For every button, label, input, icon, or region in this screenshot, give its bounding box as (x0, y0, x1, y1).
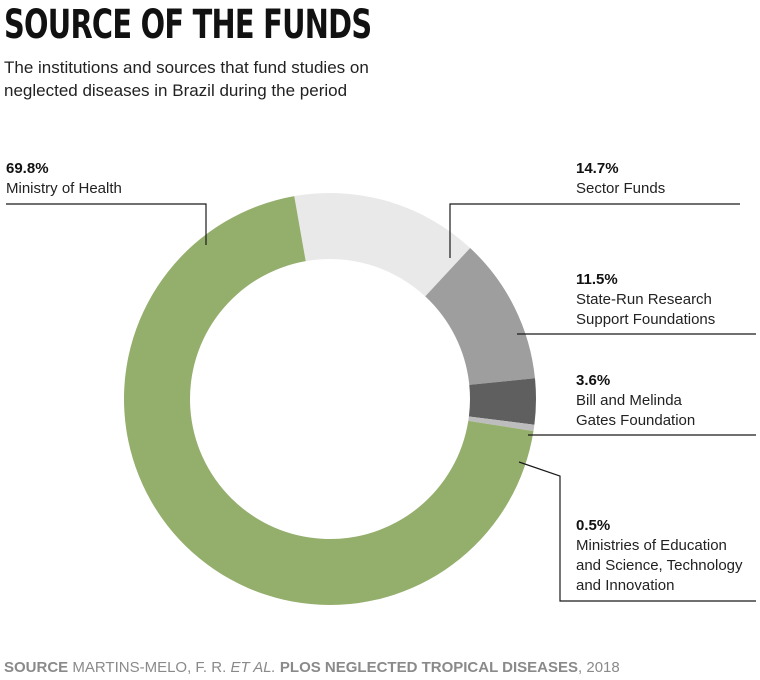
source-authors: MARTINS-MELO, F. R. (72, 659, 227, 676)
slice-state-run-research-support-foundations (425, 248, 535, 385)
leader-line-ministries-of-education-and-science-technology-and-innovation (518, 461, 756, 602)
slice-label-ministries-of-education-and-science-technology-and-innovation: Ministries of Education (576, 537, 727, 554)
slice-label-bill-and-melinda-gates-foundation: Bill and Melinda (576, 392, 683, 409)
slice-percent-ministries-of-education-and-science-technology-and-innovation: 0.5% (576, 517, 610, 534)
leader-line-ministry-of-health (6, 203, 207, 245)
chart-subtitle: The institutions and sources that fund s… (4, 58, 369, 100)
slice-label-state-run-research-support-foundations: State-Run Research (576, 291, 712, 308)
source-etal: ET AL. (230, 659, 276, 676)
leader-line-sector-funds (449, 203, 740, 258)
slice-label-bill-and-melinda-gates-foundation: Gates Foundation (576, 412, 695, 429)
slice-percent-sector-funds: 14.7% (576, 160, 619, 177)
slice-percent-state-run-research-support-foundations: 11.5% (576, 271, 618, 288)
slice-label-ministries-of-education-and-science-technology-and-innovation: and Science, Technology (576, 557, 743, 574)
slice-label-sector-funds: Sector Funds (576, 180, 665, 197)
slice-label-state-run-research-support-foundations: Support Foundations (576, 311, 715, 328)
slice-ministries-of-education-and-science-technology-and-innovation (468, 416, 535, 432)
source-note: SOURCE MARTINS-MELO, F. R. ET AL. PLOS N… (4, 659, 620, 676)
chart-title: SOURCE OF THE FUNDS (4, 2, 372, 48)
slice-bill-and-melinda-gates-foundation (468, 378, 536, 425)
slice-label-ministry-of-health: Ministry of Health (6, 180, 122, 197)
slice-label-ministries-of-education-and-science-technology-and-innovation: and Innovation (576, 577, 674, 594)
donut-slices (123, 192, 536, 605)
source-year: , 2018 (578, 659, 620, 676)
slice-percent-ministry-of-health: 69.8% (6, 160, 49, 177)
source-journal: PLOS NEGLECTED TROPICAL DISEASES (279, 659, 579, 676)
source-label: SOURCE (4, 659, 69, 676)
slice-ministry-of-health (123, 196, 534, 605)
slice-percent-bill-and-melinda-gates-foundation: 3.6% (576, 372, 610, 389)
slice-labels: 14.7% Sector Funds 11.5% State-Run Research… (6, 160, 743, 594)
slice-sector-funds (294, 192, 471, 297)
leader-lines (6, 203, 756, 602)
